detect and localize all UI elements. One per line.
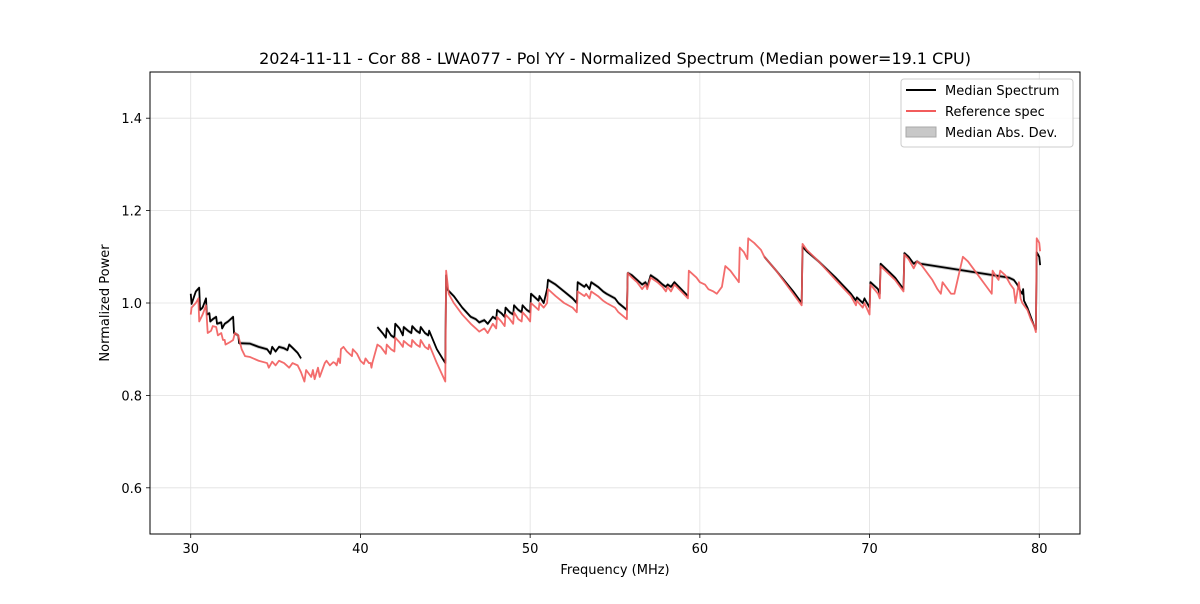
x-tick-label: 40 [352, 542, 369, 557]
y-axis-label: Normalized Power [98, 244, 113, 362]
legend-mad-swatch [905, 126, 937, 138]
x-tick-label: 80 [1031, 542, 1048, 557]
mad-band-area [377, 271, 688, 365]
y-tick-label: 1.2 [121, 205, 142, 220]
y-tick-label: 1.4 [121, 112, 142, 127]
chart-title: 2024-11-11 - Cor 88 - LWA077 - Pol YY - … [259, 49, 971, 68]
x-tick-label: 50 [522, 542, 539, 557]
legend-box [900, 78, 1074, 148]
reference-spec-line [189, 237, 1042, 383]
y-tick-label: 0.8 [121, 389, 142, 404]
legend-mad-label: Median Abs. Dev. [945, 126, 1057, 141]
y-tick-label: 0.6 [121, 482, 142, 497]
y-tick-label: 1.0 [121, 297, 142, 312]
x-tick-label: 30 [182, 542, 199, 557]
legend-reference-spec-label: Reference spec [945, 105, 1045, 120]
series-layer [189, 237, 1042, 383]
x-tick-label: 70 [861, 542, 878, 557]
x-tick-label: 60 [692, 542, 709, 557]
legend: Median Spectrum Reference spec Median Ab… [900, 78, 1074, 148]
median-spectrum-line [189, 286, 302, 359]
median-spectrum-line [376, 272, 689, 364]
x-axis-label: Frequency (MHz) [560, 563, 669, 578]
axis-ticks: 30 40 50 60 70 80 0.6 0.8 1.0 1.2 1.4 [121, 112, 1047, 557]
legend-median-spectrum-label: Median Spectrum [945, 84, 1059, 99]
median-spectrum-line [763, 245, 1042, 331]
